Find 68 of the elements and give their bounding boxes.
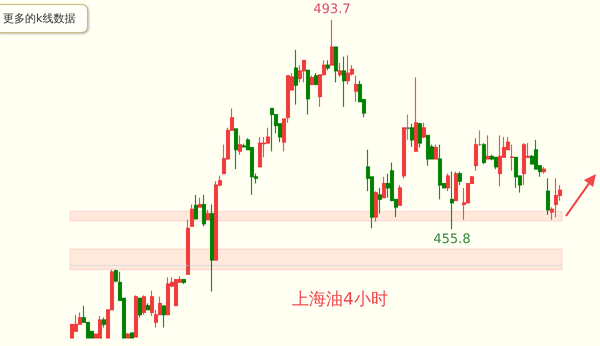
candlestick: [486, 134, 490, 160]
candlestick: [374, 190, 378, 222]
candlestick: [450, 171, 454, 230]
candlestick: [102, 317, 106, 328]
candlestick: [326, 60, 330, 71]
candlestick: [142, 294, 146, 316]
candlestick: [458, 171, 462, 186]
candlestick: [482, 142, 486, 165]
annotation: 455.8: [433, 232, 471, 248]
candlestick: [334, 46, 338, 83]
candlestick: [434, 144, 438, 160]
candlestick: [234, 128, 238, 170]
candlestick: [310, 75, 314, 86]
candlestick: [438, 144, 442, 200]
candlestick: [554, 178, 558, 218]
candlestick: [98, 316, 102, 338]
candlestick: [478, 130, 482, 146]
candlestick: [314, 72, 318, 86]
candlestick: [474, 138, 478, 172]
candlestick: [270, 108, 274, 152]
candlestick: [162, 305, 166, 328]
candlestick: [330, 20, 334, 66]
candlestick: [126, 332, 130, 338]
candlestick: [546, 178, 550, 216]
candlestick: [354, 75, 358, 102]
candlestick: [166, 276, 170, 316]
candlestick: [258, 136, 262, 168]
candlestick: [338, 62, 342, 78]
candlestick: [190, 204, 194, 227]
candlestick: [306, 70, 310, 115]
candlestick: [398, 184, 402, 206]
annotation: 493.7: [313, 2, 351, 17]
candlestick: [138, 298, 142, 318]
candlestick: [514, 156, 518, 188]
candlestick: [130, 332, 134, 338]
candlestick: [522, 142, 526, 186]
candlestick: [346, 54, 350, 86]
annotation: 更多的k线数据: [0, 4, 88, 33]
candlestick: [342, 56, 346, 108]
candlestick: [186, 219, 190, 275]
candlestick: [378, 187, 382, 214]
candlestick: [382, 176, 386, 198]
candlestick: [542, 166, 546, 174]
candlestick: [414, 77, 418, 152]
candlestick: [182, 278, 186, 284]
candlestick: [238, 134, 242, 156]
candlestick: [194, 194, 198, 220]
candlestick: [210, 204, 214, 292]
candlestick: [206, 209, 210, 220]
candlestick: [146, 302, 150, 310]
candlestick: [294, 49, 298, 106]
candlestick: [202, 194, 206, 227]
candlestick: [198, 197, 202, 208]
candlestick: [302, 60, 306, 83]
candlestick: [410, 123, 414, 148]
candlestick: [418, 122, 422, 148]
candlestick: [462, 187, 466, 220]
candlestick: [498, 134, 502, 187]
candlestick: [446, 173, 450, 192]
candlestick: [426, 134, 430, 166]
candlestick: [454, 171, 458, 202]
text: 上海油4小时: [292, 290, 388, 310]
candlestick: [406, 114, 410, 140]
candlestick: [422, 122, 426, 139]
candlestick: [134, 294, 138, 338]
candlestick: [494, 156, 498, 170]
candlestick: [174, 278, 178, 306]
candlestick: [402, 127, 406, 179]
